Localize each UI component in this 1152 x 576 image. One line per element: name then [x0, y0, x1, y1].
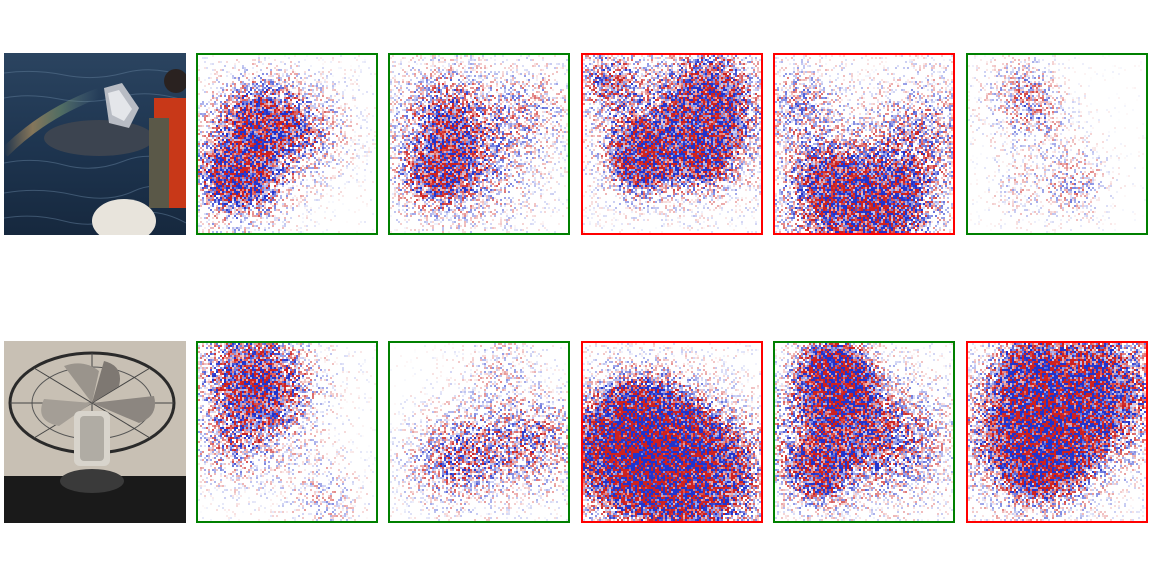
saliency-map [773, 53, 955, 235]
saliency-map [966, 53, 1148, 235]
saliency-noise [968, 343, 1146, 521]
saliency-noise [968, 55, 1146, 233]
saliency-noise [583, 343, 761, 521]
saliency-map [388, 341, 570, 523]
saliency-noise [775, 55, 953, 233]
saliency-noise [390, 343, 568, 521]
saliency-map [196, 53, 378, 235]
saliency-noise [390, 55, 568, 233]
electric-fan-photo-icon [4, 341, 186, 523]
saliency-map [581, 53, 763, 235]
saliency-map [966, 341, 1148, 523]
whale-watching-photo-icon [4, 53, 186, 235]
figure-row-whale [4, 53, 1150, 236]
saliency-map [388, 53, 570, 235]
saliency-noise [198, 343, 376, 521]
saliency-noise [583, 55, 761, 233]
saliency-noise [775, 343, 953, 521]
saliency-map [581, 341, 763, 523]
saliency-noise [198, 55, 376, 233]
saliency-map [196, 341, 378, 523]
figure-row-fan [4, 341, 1150, 524]
saliency-map [773, 341, 955, 523]
